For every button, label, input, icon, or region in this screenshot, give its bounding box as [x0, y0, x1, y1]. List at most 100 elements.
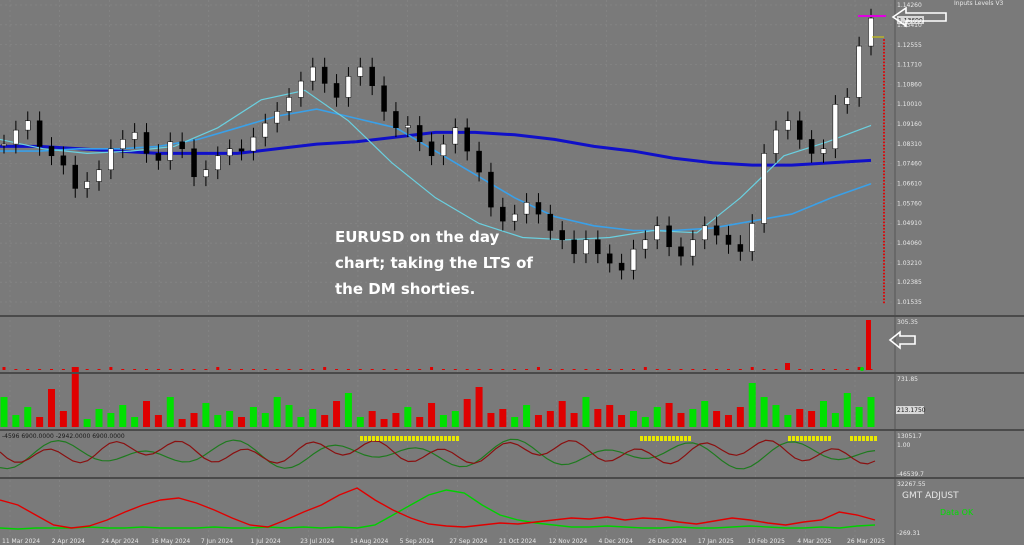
volume-bar-up	[855, 407, 863, 427]
volume-bar-up	[273, 397, 281, 427]
spike-bar	[358, 369, 362, 370]
red-dot	[883, 99, 885, 102]
oscillator-yellow-bar	[428, 436, 431, 441]
candle-up	[654, 225, 660, 241]
candle-up	[856, 45, 862, 98]
oscillator-yellow-bar	[452, 436, 455, 441]
red-dot	[883, 71, 885, 73]
red-dot	[883, 167, 885, 169]
volume-bar-up	[166, 397, 174, 427]
red-dot	[883, 298, 885, 301]
volume-bar-up	[451, 411, 459, 427]
red-dot	[883, 58, 885, 61]
red-dot	[883, 151, 885, 153]
oscillator-yellow-bar	[424, 436, 427, 441]
candle-up	[844, 97, 850, 105]
candle-up	[298, 80, 304, 98]
candle-down	[72, 164, 79, 189]
oscillator-yellow-bar	[808, 436, 811, 441]
candle-down	[595, 239, 601, 255]
volume-bar-up	[309, 409, 317, 427]
red-dot	[883, 125, 885, 128]
red-dot	[883, 173, 885, 176]
spike-bar	[216, 367, 220, 370]
red-dot	[883, 141, 885, 144]
date-tick-label: 11 Mar 2024	[2, 538, 40, 545]
date-tick-label: 23 Jul 2024	[300, 538, 334, 545]
spike-bar	[121, 369, 125, 370]
oscillator-yellow-bar	[680, 436, 683, 441]
candle-down	[381, 85, 387, 112]
candle-down	[393, 111, 399, 129]
spike-bar	[620, 369, 624, 370]
spike-bar	[679, 369, 683, 370]
spike-bar	[477, 369, 481, 370]
spike-bar	[192, 369, 196, 370]
spike-bar	[311, 369, 315, 370]
date-tick-label: 26 Mar 2025	[847, 538, 885, 545]
spike-bar	[465, 369, 469, 370]
spike-bar	[335, 369, 339, 370]
spike-bar	[631, 369, 635, 370]
red-dot	[883, 301, 885, 304]
red-dot	[883, 240, 885, 243]
date-tick-label: 4 Dec 2024	[598, 538, 633, 545]
spike-bar	[418, 369, 422, 370]
volume-bar-down	[534, 415, 542, 427]
candle-down	[535, 202, 542, 215]
spike-bar	[26, 369, 30, 370]
volume-bar-up	[344, 393, 352, 427]
oscillator-yellow-bar	[870, 436, 873, 441]
oscillator-yellow-bar	[456, 436, 459, 441]
chart-annotation: EURUSD on the day chart; taking the LTS …	[335, 228, 533, 298]
volume-bar-up	[356, 417, 364, 427]
oscillator-yellow-bar	[874, 436, 877, 441]
red-dot	[883, 282, 885, 285]
candle-down	[333, 83, 340, 98]
candle-up	[761, 153, 767, 224]
volume-bar-down	[475, 387, 483, 427]
red-dot	[883, 285, 885, 288]
oscillator-yellow-bar	[828, 436, 831, 441]
volume-bar-down	[368, 411, 376, 427]
candle-down	[60, 155, 67, 166]
volume-bar-down	[416, 417, 424, 427]
candle-up	[583, 239, 589, 255]
volume-bar-up	[772, 405, 780, 427]
volume-bar-down	[594, 409, 602, 427]
oscillator-yellow-bar	[640, 436, 643, 441]
red-dot	[883, 80, 885, 83]
volume-bar-down	[808, 411, 816, 427]
spike-bar	[750, 367, 754, 370]
red-dot	[883, 243, 885, 246]
volume-bar-down	[463, 399, 471, 427]
oscillator-green-line	[0, 438, 876, 470]
date-tick-label: 26 Dec 2024	[648, 538, 687, 545]
red-dot-column	[883, 39, 885, 304]
red-dot	[883, 272, 885, 275]
volume-bar-up	[784, 415, 792, 427]
red-dot	[883, 39, 885, 41]
oscillator-yellow-bar	[412, 436, 415, 441]
gmt-adjust-label: GMT ADJUST	[902, 491, 959, 501]
candle-down	[725, 234, 732, 245]
candle-down	[559, 230, 565, 241]
candle-up	[120, 139, 126, 150]
candle-down	[488, 171, 494, 208]
candle-up	[511, 213, 518, 222]
volume-bar-down	[333, 401, 341, 427]
volume-bar-up	[439, 415, 447, 427]
red-dot	[883, 275, 885, 278]
candle-up	[832, 104, 839, 150]
red-dot	[883, 157, 885, 160]
volume-bar-up	[24, 407, 32, 427]
candle-up	[310, 66, 316, 82]
spike-bar	[2, 367, 6, 370]
red-dot	[883, 74, 885, 77]
volume-bar-up	[582, 397, 590, 427]
price-tick-label: 1.05760	[897, 200, 922, 207]
volume-bar-down	[724, 415, 732, 427]
candle-down	[416, 125, 423, 143]
volume-bar-up	[819, 401, 827, 427]
